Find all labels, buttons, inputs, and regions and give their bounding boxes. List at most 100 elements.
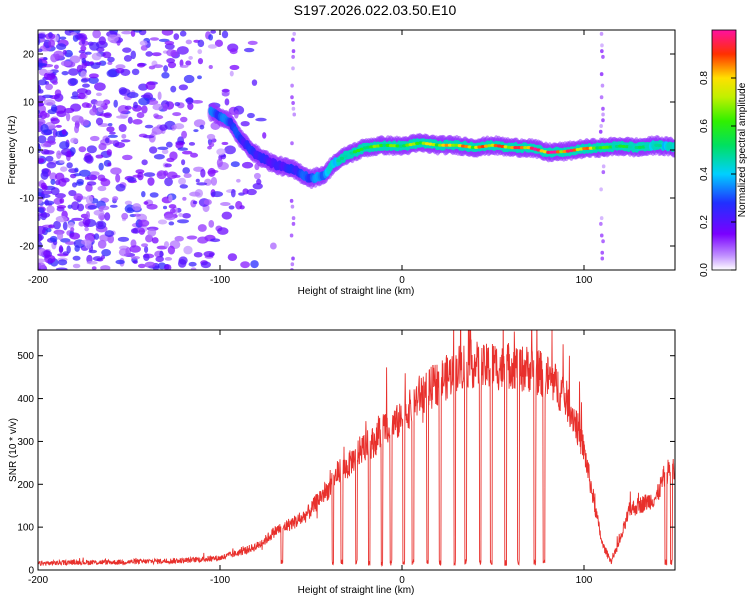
- colorbar-ticks: 0.0 0.2 0.4 0.6 0.8: [699, 71, 736, 277]
- noise-cell: [81, 57, 87, 64]
- noise-cell: [49, 172, 57, 181]
- x-tick-label: 100: [576, 275, 593, 286]
- noise-cell: [122, 47, 132, 53]
- noise-cell: [230, 189, 236, 198]
- noise-cell: [86, 260, 98, 265]
- noise-cell: [60, 60, 72, 67]
- noise-cell: [131, 68, 140, 76]
- noise-cell: [183, 245, 193, 255]
- ridge-core: [621, 144, 626, 149]
- noise-cell: [43, 71, 56, 81]
- noise-cell: [252, 183, 263, 190]
- noise-cell: [100, 265, 111, 270]
- noise-cell: [45, 83, 54, 90]
- noise-cell: [61, 128, 67, 136]
- noise-cell: [140, 45, 148, 51]
- streak-cell: [291, 49, 296, 54]
- noise-cell: [138, 97, 150, 106]
- streak-cell: [291, 66, 295, 71]
- noise-cell: [69, 232, 81, 240]
- noise-cell: [38, 110, 41, 114]
- x-tick-label: -200: [28, 275, 48, 286]
- ridge-core: [575, 147, 581, 152]
- noise-cell: [144, 124, 154, 129]
- noise-cell: [262, 132, 267, 139]
- streak-cell: [291, 106, 296, 111]
- noise-cell: [53, 64, 59, 70]
- noise-cell: [208, 34, 214, 41]
- snr-series-line: [38, 330, 675, 567]
- noise-cell: [197, 49, 203, 55]
- ridge-core: [447, 143, 453, 147]
- noise-cell: [182, 167, 190, 174]
- noise-cell: [153, 153, 165, 160]
- streak-cell: [290, 141, 294, 146]
- noise-cell: [70, 31, 77, 36]
- noise-cell: [179, 59, 184, 67]
- ridge-core: [474, 145, 479, 150]
- noise-cell: [38, 153, 41, 158]
- noise-cell: [97, 221, 104, 228]
- ridge-core: [523, 146, 528, 150]
- noise-cell: [175, 141, 184, 149]
- noise-cell: [143, 201, 149, 205]
- noise-cell: [87, 41, 94, 46]
- noise-cell: [121, 30, 132, 35]
- noise-cell: [89, 61, 94, 65]
- noise-cell: [114, 141, 126, 149]
- noise-cell: [65, 112, 71, 122]
- noise-cell: [236, 178, 241, 183]
- noise-cell: [168, 194, 173, 202]
- noise-cell: [216, 158, 223, 168]
- ridge-cell: [671, 141, 675, 151]
- noise-cell: [102, 51, 112, 59]
- noise-cell: [132, 118, 143, 125]
- ridge-core: [503, 145, 508, 149]
- noise-cell: [159, 124, 168, 131]
- noise-cell: [107, 162, 112, 167]
- noise-cell: [143, 172, 156, 177]
- ridge-core: [385, 143, 391, 148]
- noise-cell: [181, 150, 193, 155]
- noise-cell: [115, 173, 121, 183]
- noise-cell: [157, 91, 162, 100]
- streak-cell: [600, 250, 605, 255]
- noise-cell: [214, 39, 223, 47]
- noise-cell: [189, 191, 201, 197]
- ridge-core: [582, 146, 587, 151]
- noise-cell: [138, 219, 150, 227]
- streak-cell: [290, 204, 295, 209]
- streak-cell: [600, 83, 605, 88]
- noise-cell: [221, 30, 229, 39]
- ridge-core: [470, 145, 476, 149]
- noise-cell: [251, 79, 258, 86]
- noise-cell: [158, 38, 170, 42]
- noise-cell: [197, 75, 202, 80]
- noise-cell: [104, 212, 111, 221]
- noise-cell: [80, 78, 89, 83]
- noise-cell: [79, 169, 91, 177]
- noise-cell: [132, 203, 142, 211]
- noise-cell: [115, 183, 126, 192]
- noise-cell: [59, 141, 70, 150]
- ridge-core: [562, 149, 567, 154]
- ridge-core: [578, 147, 584, 151]
- ridge-core: [611, 145, 617, 149]
- noise-cell: [186, 235, 198, 240]
- ridge-core: [500, 144, 505, 149]
- noise-cell: [229, 48, 238, 55]
- noise-cell: [145, 81, 156, 91]
- noise-cell: [56, 110, 67, 118]
- noise-cell: [168, 221, 175, 226]
- noise-cell: [229, 70, 234, 77]
- noise-cell: [38, 241, 43, 250]
- noise-cell: [178, 212, 184, 217]
- chart-title: S197.2026.022.03.50.E10: [294, 2, 457, 18]
- noise-cell: [38, 102, 45, 107]
- snr-y-label: SNR (10 * v/v): [8, 418, 19, 482]
- ridge-core: [559, 150, 564, 154]
- streak-cell: [600, 256, 605, 261]
- noise-cell: [90, 175, 97, 180]
- noise-cell: [38, 95, 46, 102]
